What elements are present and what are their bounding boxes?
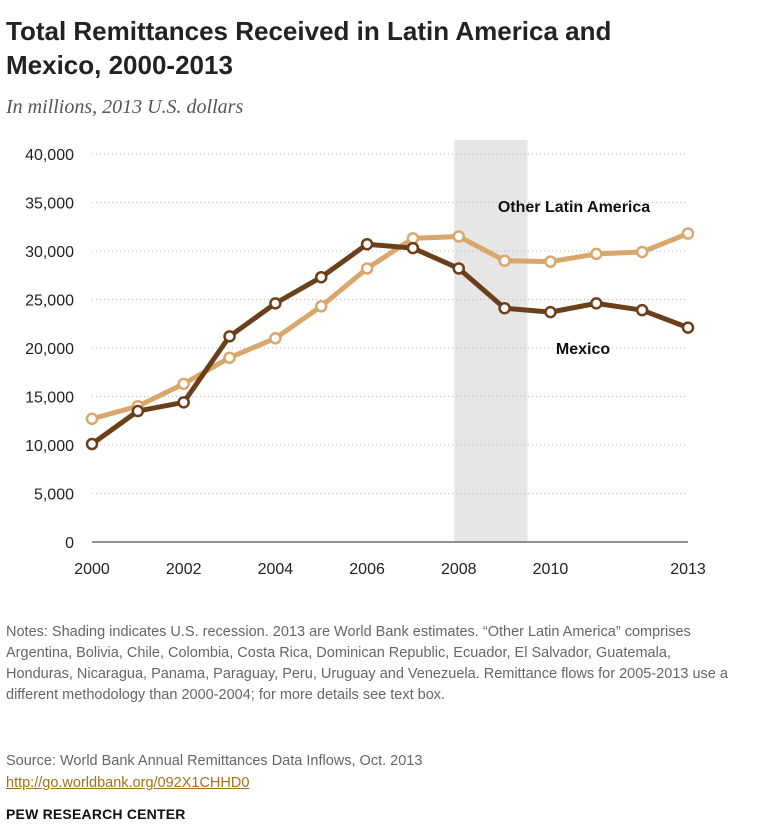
x-tick-label: 2010	[533, 561, 569, 578]
data-point	[223, 351, 236, 364]
data-point	[406, 241, 420, 255]
data-point	[635, 303, 649, 317]
chart-title: Total Remittances Received in Latin Amer…	[6, 16, 612, 80]
recession-shading	[454, 140, 528, 542]
data-point	[452, 230, 466, 243]
data-point	[544, 305, 557, 319]
data-point	[360, 262, 374, 275]
x-tick-label: 2004	[258, 561, 294, 578]
series-label-mexico: Mexico	[556, 341, 610, 358]
source-link[interactable]: http://go.worldbank.org/092X1CHHD0	[6, 775, 250, 791]
y-tick-label: 35,000	[25, 196, 74, 213]
data-point	[269, 297, 282, 310]
chart-source: Source: World Bank Annual Remittances Da…	[6, 753, 423, 769]
y-tick-label: 5,000	[34, 487, 74, 504]
data-point	[681, 321, 695, 334]
data-point	[131, 404, 145, 418]
x-tick-label: 2013	[670, 561, 706, 578]
y-tick-label: 15,000	[25, 390, 74, 407]
data-point	[177, 377, 190, 391]
series-label-other-latin-america: Other Latin America	[498, 199, 650, 216]
data-point	[314, 270, 328, 284]
x-tick-label: 2008	[441, 561, 477, 578]
data-point	[360, 237, 374, 251]
data-point	[590, 247, 603, 261]
data-point	[314, 300, 328, 313]
data-point	[635, 245, 649, 259]
x-tick-label: 2006	[349, 561, 385, 578]
y-tick-label: 10,000	[25, 438, 74, 455]
data-point	[269, 332, 282, 345]
chart-notes: Notes: Shading indicates U.S. recession.…	[6, 624, 728, 703]
x-tick-label: 2002	[166, 561, 202, 578]
y-tick-label: 0	[65, 535, 74, 552]
y-tick-label: 30,000	[25, 244, 74, 261]
y-tick-label: 25,000	[25, 293, 74, 310]
data-point	[498, 301, 511, 315]
data-point	[681, 227, 695, 240]
data-point	[498, 254, 511, 267]
data-point	[177, 396, 190, 409]
data-point	[223, 330, 236, 343]
brand-wordmark: PEW RESEARCH CENTER	[6, 806, 186, 822]
x-tick-label: 2000	[74, 561, 110, 578]
line-chart: 0 5,000 10,000 15,000 20,000 25,000 30,000 35,0…	[25, 140, 706, 578]
data-point	[85, 412, 99, 426]
data-point	[452, 262, 466, 275]
series-line-mexico	[89, 241, 691, 447]
data-point	[85, 437, 99, 451]
series-line-other-latin-america	[89, 231, 691, 422]
y-tick-label: 20,000	[25, 341, 74, 358]
chart-subtitle: In millions, 2013 U.S. dollars	[6, 96, 244, 118]
data-point	[544, 255, 557, 268]
y-tick-label: 40,000	[25, 147, 74, 164]
data-point	[590, 297, 603, 310]
